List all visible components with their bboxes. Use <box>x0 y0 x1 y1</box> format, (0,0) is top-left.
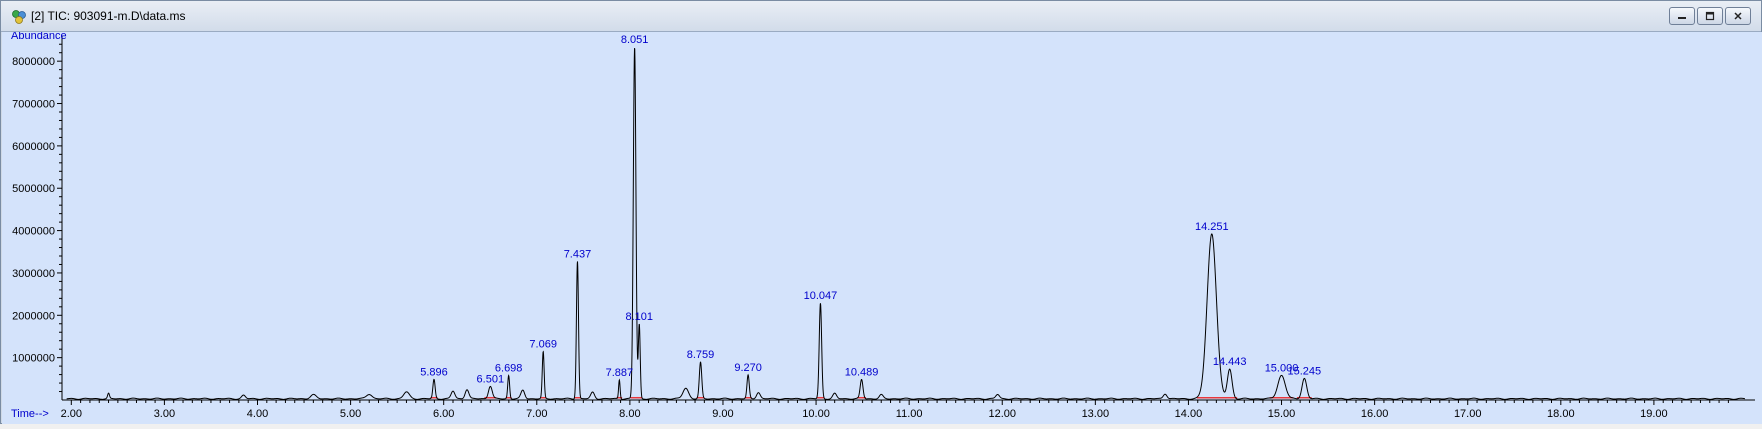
y-tick-label: 1000000 <box>12 353 55 365</box>
close-icon <box>1734 12 1742 20</box>
x-axis-label: Time--> <box>11 408 49 420</box>
window-title: [2] TIC: 903091-m.D\data.ms <box>31 9 186 23</box>
peak-label: 5.896 <box>420 366 448 378</box>
title-bar[interactable]: [2] TIC: 903091-m.D\data.ms <box>1 1 1761 32</box>
peak-label: 10.489 <box>845 366 879 378</box>
close-button[interactable] <box>1725 7 1751 25</box>
peak-label: 8.101 <box>626 311 654 323</box>
chromatogram-chart: 1000000 2000000 3000000 4000000 5000000 60000… <box>11 30 1755 420</box>
y-tick-label: 6000000 <box>12 141 55 153</box>
y-tick-label: 7000000 <box>12 99 55 111</box>
y-axis-label: Abundance <box>11 32 67 42</box>
x-tick-label: 10.00 <box>802 408 830 420</box>
x-tick-label: 11.00 <box>896 408 923 420</box>
peak-label: 14.443 <box>1213 356 1247 368</box>
peak-label: 7.437 <box>564 248 592 260</box>
peak-label: 15.000 <box>1265 362 1299 374</box>
x-tick-label: 18.00 <box>1547 408 1575 420</box>
x-tick-label: 8.00 <box>619 408 640 420</box>
peak-label: 14.251 <box>1195 221 1229 233</box>
peak-label: 8.759 <box>687 349 715 361</box>
peak-label: 15.245 <box>1288 365 1322 377</box>
x-tick-label: 4.00 <box>247 408 268 420</box>
y-tick-label: 3000000 <box>12 268 55 280</box>
x-tick-label: 13.00 <box>1082 408 1110 420</box>
y-tick-label: 8000000 <box>12 56 55 68</box>
x-tick-label: 6.00 <box>433 408 454 420</box>
y-tick-label: 4000000 <box>12 226 55 238</box>
x-tick-label: 7.00 <box>526 408 547 420</box>
x-tick-label: 16.00 <box>1361 408 1389 420</box>
restore-icon <box>1705 11 1715 21</box>
peak-label: 9.270 <box>734 362 762 374</box>
x-tick-label: 3.00 <box>154 408 175 420</box>
x-tick-label: 19.00 <box>1640 408 1668 420</box>
x-tick-label: 17.00 <box>1454 408 1482 420</box>
y-tick-label: 2000000 <box>12 310 55 322</box>
peak-label: 7.069 <box>529 339 557 351</box>
peak-label: 8.051 <box>621 34 649 46</box>
plot-area: 1000000 2000000 3000000 4000000 5000000 60000… <box>2 30 1762 424</box>
chemstation-icon <box>12 10 26 24</box>
peak-label: 7.887 <box>606 367 634 379</box>
minimize-icon <box>1678 17 1686 19</box>
peak-label: 6.698 <box>495 362 523 374</box>
x-tick-label: 9.00 <box>712 408 733 420</box>
peak-label: 6.501 <box>477 373 505 385</box>
x-tick-label: 14.00 <box>1175 408 1203 420</box>
y-tick-label: 5000000 <box>12 183 55 195</box>
minimize-button[interactable] <box>1669 7 1695 25</box>
x-tick-label: 5.00 <box>340 408 361 420</box>
peak-label: 10.047 <box>804 290 838 302</box>
x-tick-label: 2.00 <box>61 408 82 420</box>
x-tick-label: 15.00 <box>1268 408 1296 420</box>
x-tick-label: 12.00 <box>988 408 1016 420</box>
restore-button[interactable] <box>1697 7 1723 25</box>
tic-trace <box>66 48 1745 400</box>
